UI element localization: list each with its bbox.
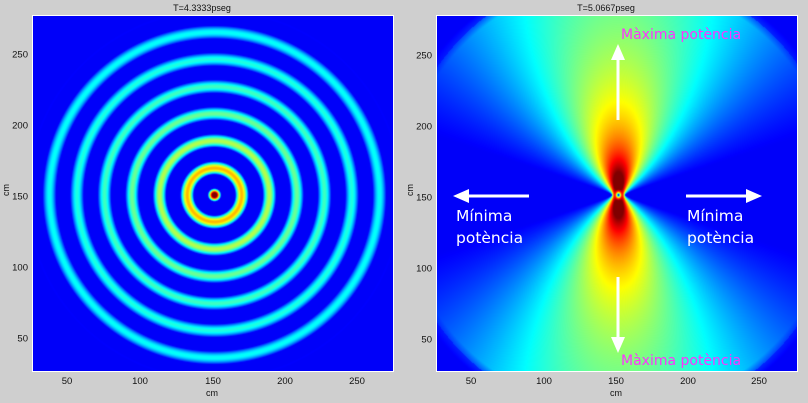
y-tick: 200 [416, 121, 432, 133]
annotation-min-power-left: Mínima potència [456, 207, 524, 247]
figure-right: T=5.0667pseg 250 200 150 100 50 cm 50 10… [404, 0, 808, 403]
x-tick: 150 [205, 376, 221, 387]
x-tick: 50 [61, 376, 73, 387]
y-tick: 150 [416, 192, 432, 204]
y-tick: 100 [12, 262, 28, 274]
figure-left: T=4.3333pseg 250 200 150 100 50 cm 50 10… [1, 3, 394, 398]
y-tick: 250 [416, 50, 432, 62]
plot-title: T=4.3333pseg [173, 3, 231, 13]
y-tick: 150 [12, 191, 28, 203]
arrow-right-icon [686, 189, 762, 203]
y-axis-label: cm [1, 184, 11, 196]
arrow-up-icon [611, 44, 625, 120]
x-axis-label: cm [206, 388, 218, 398]
y-tick: 100 [416, 263, 432, 275]
y-tick: 200 [12, 120, 28, 132]
wave-heatmap-single-source [32, 15, 394, 372]
y-tick: 50 [421, 334, 432, 346]
x-tick: 200 [277, 376, 293, 387]
annotation-min-power-right: Mínima potència [687, 207, 755, 247]
arrow-down-icon [611, 277, 625, 353]
y-tick: 50 [17, 333, 28, 345]
annotation-max-power-bottom: Màxima potència [621, 353, 742, 369]
plot-title: T=5.0667pseg [577, 3, 635, 13]
x-tick: 150 [608, 376, 624, 387]
x-tick: 250 [751, 376, 767, 387]
x-axis-label: cm [610, 388, 622, 398]
x-tick: 250 [349, 376, 365, 387]
y-tick: 250 [12, 49, 28, 61]
x-tick: 100 [536, 376, 552, 387]
x-tick: 200 [680, 376, 696, 387]
arrow-left-icon [453, 189, 529, 203]
y-axis-label: cm [405, 184, 415, 196]
x-tick: 50 [465, 376, 477, 387]
x-tick: 100 [132, 376, 148, 387]
annotation-max-power-top: Màxima potència [621, 27, 742, 43]
